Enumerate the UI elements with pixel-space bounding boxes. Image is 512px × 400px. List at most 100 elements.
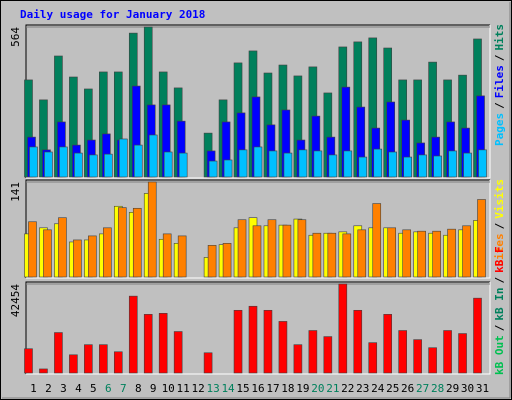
bar xyxy=(148,134,158,178)
bar xyxy=(43,229,52,278)
x-tick-label: 23 xyxy=(356,382,369,395)
x-tick-label: 28 xyxy=(431,382,444,395)
bar xyxy=(447,228,456,278)
bar xyxy=(338,283,348,374)
bar xyxy=(358,156,368,178)
bar xyxy=(173,331,183,374)
bar xyxy=(372,203,382,278)
bar xyxy=(417,230,426,278)
bar xyxy=(29,146,38,178)
x-tick-label: 25 xyxy=(386,382,399,395)
x-tick-label: 16 xyxy=(251,382,264,395)
bar xyxy=(84,344,93,374)
bar xyxy=(207,245,217,278)
legend-separator: / xyxy=(493,102,506,109)
x-tick-label: 24 xyxy=(371,382,385,395)
bar xyxy=(398,330,407,374)
bar xyxy=(158,313,168,374)
legend: Sites / Visits xyxy=(493,179,506,267)
plot-bevel xyxy=(26,25,491,179)
bar xyxy=(373,148,383,178)
x-tick-label: 20 xyxy=(311,382,324,395)
bar xyxy=(353,309,363,374)
bar xyxy=(433,155,442,178)
x-tick-label: 17 xyxy=(266,382,279,395)
bar xyxy=(478,149,487,178)
bar xyxy=(282,224,292,278)
bar xyxy=(268,150,278,178)
bar xyxy=(328,154,338,178)
bar xyxy=(118,138,128,178)
x-tick-label: 29 xyxy=(446,382,459,395)
bar xyxy=(293,344,303,374)
bar xyxy=(28,221,37,278)
x-tick-label: 18 xyxy=(281,382,294,395)
bar xyxy=(223,159,233,178)
bar xyxy=(39,368,48,374)
bar xyxy=(128,295,138,374)
bar xyxy=(162,233,172,278)
x-tick-label: 19 xyxy=(296,382,309,395)
x-tick-label: 26 xyxy=(401,382,414,395)
bar xyxy=(163,151,173,178)
x-tick-label: 1 xyxy=(30,382,37,395)
bar xyxy=(88,235,97,278)
x-tick-label: 2 xyxy=(45,382,52,395)
bar xyxy=(208,160,218,178)
bar xyxy=(89,154,98,178)
x-tick-label: 14 xyxy=(221,382,235,395)
bar xyxy=(233,309,243,374)
bar xyxy=(418,154,427,178)
legend-entry: Hits xyxy=(493,24,506,51)
bar xyxy=(297,219,307,278)
y-tick-label: 141 xyxy=(9,182,22,202)
chart-title: Daily usage for January 2018 xyxy=(20,8,205,21)
bar xyxy=(323,336,333,374)
bar xyxy=(104,153,113,178)
bar xyxy=(327,232,337,278)
bar xyxy=(462,225,471,278)
bar xyxy=(143,314,153,374)
bar xyxy=(113,351,123,374)
x-tick-label: 12 xyxy=(192,382,205,395)
x-tick-label: 10 xyxy=(162,382,175,395)
x-tick-label: 30 xyxy=(461,382,474,395)
bar xyxy=(312,232,322,278)
bar xyxy=(463,152,472,178)
bar xyxy=(458,333,467,374)
bar xyxy=(357,229,367,278)
bar xyxy=(133,144,143,178)
bar xyxy=(44,151,53,178)
x-tick-label: 27 xyxy=(416,382,429,395)
bar xyxy=(147,181,157,278)
bar xyxy=(58,217,67,278)
bar xyxy=(383,314,393,374)
bar xyxy=(313,150,323,178)
x-tick-label: 9 xyxy=(150,382,157,395)
bar xyxy=(222,243,232,278)
bar xyxy=(443,330,452,374)
bar xyxy=(477,199,486,278)
bar xyxy=(252,225,262,278)
x-tick-label: 22 xyxy=(341,382,354,395)
bar xyxy=(253,146,263,178)
bar xyxy=(54,332,63,374)
bar xyxy=(403,156,412,178)
x-tick-label: 6 xyxy=(105,382,112,395)
x-tick-label: 31 xyxy=(476,382,489,395)
bar xyxy=(432,230,441,278)
bar xyxy=(73,239,82,278)
bar xyxy=(248,305,258,374)
bar xyxy=(308,330,318,374)
bar xyxy=(368,342,378,374)
x-tick-label: 7 xyxy=(120,382,127,395)
bar xyxy=(413,339,422,374)
legend-separator: / xyxy=(493,277,506,284)
bar xyxy=(342,233,352,278)
legend-entry: kB In xyxy=(493,288,506,321)
bar xyxy=(238,149,248,178)
legend-entry: Pages xyxy=(493,113,506,146)
bar xyxy=(387,227,397,278)
x-tick-label: 5 xyxy=(90,382,97,395)
